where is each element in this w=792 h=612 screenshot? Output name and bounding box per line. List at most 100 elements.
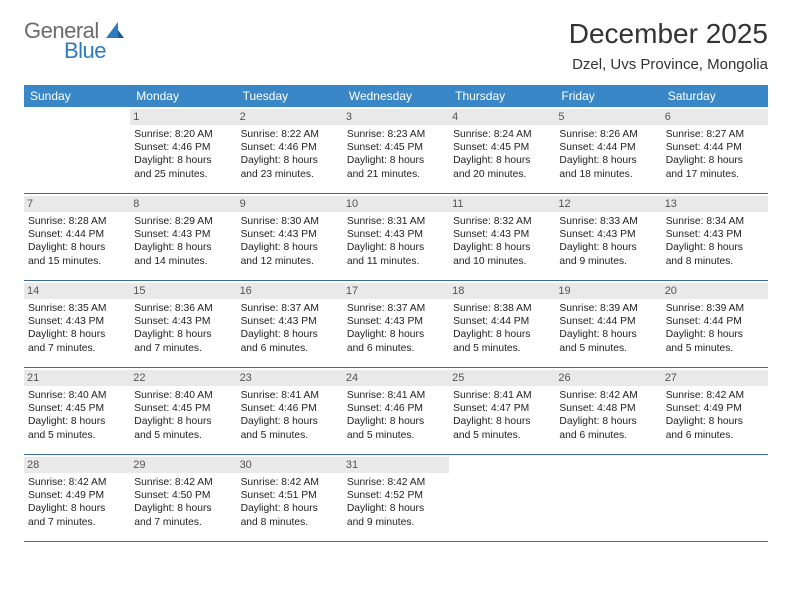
sunrise-line: Sunrise: 8:42 AM <box>347 476 445 489</box>
day-cell: 27Sunrise: 8:42 AMSunset: 4:49 PMDayligh… <box>662 368 768 454</box>
sunset-line: Sunset: 4:46 PM <box>134 141 232 154</box>
daylight-line: and 9 minutes. <box>347 516 445 529</box>
sunrise-line: Sunrise: 8:23 AM <box>347 128 445 141</box>
sunrise-line: Sunrise: 8:32 AM <box>453 215 551 228</box>
sunset-line: Sunset: 4:46 PM <box>241 402 339 415</box>
location-label: Dzel, Uvs Province, Mongolia <box>569 56 768 73</box>
sunset-line: Sunset: 4:51 PM <box>241 489 339 502</box>
day-cell: 3Sunrise: 8:23 AMSunset: 4:45 PMDaylight… <box>343 107 449 193</box>
sunset-line: Sunset: 4:46 PM <box>241 141 339 154</box>
day-number: 30 <box>237 457 343 473</box>
sunset-line: Sunset: 4:43 PM <box>453 228 551 241</box>
sunrise-line: Sunrise: 8:34 AM <box>666 215 764 228</box>
day-cell: 22Sunrise: 8:40 AMSunset: 4:45 PMDayligh… <box>130 368 236 454</box>
daylight-line: and 8 minutes. <box>666 255 764 268</box>
day-number: 1 <box>130 109 236 125</box>
daylight-line: Daylight: 8 hours <box>559 241 657 254</box>
logo: General Blue <box>24 18 134 64</box>
day-cell: 6Sunrise: 8:27 AMSunset: 4:44 PMDaylight… <box>662 107 768 193</box>
daylight-line: and 8 minutes. <box>241 516 339 529</box>
day-number: 31 <box>343 457 449 473</box>
daylight-line: and 18 minutes. <box>559 168 657 181</box>
day-number: 23 <box>237 370 343 386</box>
sunrise-line: Sunrise: 8:26 AM <box>559 128 657 141</box>
sunrise-line: Sunrise: 8:39 AM <box>559 302 657 315</box>
daylight-line: Daylight: 8 hours <box>241 154 339 167</box>
day-cell: 4Sunrise: 8:24 AMSunset: 4:45 PMDaylight… <box>449 107 555 193</box>
daylight-line: and 14 minutes. <box>134 255 232 268</box>
sunrise-line: Sunrise: 8:22 AM <box>241 128 339 141</box>
day-cell <box>662 455 768 541</box>
logo-text-blue: Blue <box>64 38 106 64</box>
day-cell: 14Sunrise: 8:35 AMSunset: 4:43 PMDayligh… <box>24 281 130 367</box>
daylight-line: and 20 minutes. <box>453 168 551 181</box>
daylight-line: Daylight: 8 hours <box>347 328 445 341</box>
daylight-line: and 5 minutes. <box>241 429 339 442</box>
day-cell: 1Sunrise: 8:20 AMSunset: 4:46 PMDaylight… <box>130 107 236 193</box>
sunset-line: Sunset: 4:49 PM <box>666 402 764 415</box>
day-number: 24 <box>343 370 449 386</box>
sunset-line: Sunset: 4:43 PM <box>241 315 339 328</box>
sunrise-line: Sunrise: 8:31 AM <box>347 215 445 228</box>
logo-sail-icon <box>104 20 126 47</box>
week-row: 7Sunrise: 8:28 AMSunset: 4:44 PMDaylight… <box>24 194 768 281</box>
sunrise-line: Sunrise: 8:42 AM <box>241 476 339 489</box>
day-number: 3 <box>343 109 449 125</box>
day-cell: 5Sunrise: 8:26 AMSunset: 4:44 PMDaylight… <box>555 107 661 193</box>
day-cell: 9Sunrise: 8:30 AMSunset: 4:43 PMDaylight… <box>237 194 343 280</box>
daylight-line: Daylight: 8 hours <box>347 241 445 254</box>
daylight-line: Daylight: 8 hours <box>241 502 339 515</box>
dow-thursday: Thursday <box>449 85 555 107</box>
daylight-line: Daylight: 8 hours <box>28 328 126 341</box>
day-cell: 7Sunrise: 8:28 AMSunset: 4:44 PMDaylight… <box>24 194 130 280</box>
sunset-line: Sunset: 4:45 PM <box>28 402 126 415</box>
daylight-line: Daylight: 8 hours <box>241 328 339 341</box>
sunrise-line: Sunrise: 8:37 AM <box>347 302 445 315</box>
sunrise-line: Sunrise: 8:38 AM <box>453 302 551 315</box>
sunrise-line: Sunrise: 8:24 AM <box>453 128 551 141</box>
day-cell: 8Sunrise: 8:29 AMSunset: 4:43 PMDaylight… <box>130 194 236 280</box>
day-number: 20 <box>662 283 768 299</box>
sunrise-line: Sunrise: 8:42 AM <box>134 476 232 489</box>
sunset-line: Sunset: 4:43 PM <box>134 315 232 328</box>
daylight-line: and 21 minutes. <box>347 168 445 181</box>
day-cell: 25Sunrise: 8:41 AMSunset: 4:47 PMDayligh… <box>449 368 555 454</box>
sunset-line: Sunset: 4:46 PM <box>347 402 445 415</box>
daylight-line: and 7 minutes. <box>134 342 232 355</box>
dow-monday: Monday <box>130 85 236 107</box>
day-number: 15 <box>130 283 236 299</box>
dow-sunday: Sunday <box>24 85 130 107</box>
daylight-line: and 15 minutes. <box>28 255 126 268</box>
sunrise-line: Sunrise: 8:41 AM <box>347 389 445 402</box>
day-cell: 23Sunrise: 8:41 AMSunset: 4:46 PMDayligh… <box>237 368 343 454</box>
page-title: December 2025 <box>569 18 768 50</box>
day-number: 29 <box>130 457 236 473</box>
sunset-line: Sunset: 4:48 PM <box>559 402 657 415</box>
header: General Blue December 2025 Dzel, Uvs Pro… <box>24 18 768 73</box>
daylight-line: Daylight: 8 hours <box>559 415 657 428</box>
sunset-line: Sunset: 4:43 PM <box>666 228 764 241</box>
daylight-line: Daylight: 8 hours <box>559 328 657 341</box>
daylight-line: and 6 minutes. <box>559 429 657 442</box>
daylight-line: Daylight: 8 hours <box>666 415 764 428</box>
daylight-line: and 7 minutes. <box>28 516 126 529</box>
sunrise-line: Sunrise: 8:20 AM <box>134 128 232 141</box>
sunrise-line: Sunrise: 8:42 AM <box>666 389 764 402</box>
daylight-line: and 6 minutes. <box>666 429 764 442</box>
daylight-line: Daylight: 8 hours <box>453 328 551 341</box>
calendar-page: General Blue December 2025 Dzel, Uvs Pro… <box>0 0 792 542</box>
daylight-line: and 5 minutes. <box>347 429 445 442</box>
daylight-line: Daylight: 8 hours <box>241 241 339 254</box>
daylight-line: Daylight: 8 hours <box>453 415 551 428</box>
day-number: 25 <box>449 370 555 386</box>
sunrise-line: Sunrise: 8:30 AM <box>241 215 339 228</box>
daylight-line: Daylight: 8 hours <box>134 502 232 515</box>
daylight-line: Daylight: 8 hours <box>241 415 339 428</box>
sunrise-line: Sunrise: 8:42 AM <box>28 476 126 489</box>
day-cell: 13Sunrise: 8:34 AMSunset: 4:43 PMDayligh… <box>662 194 768 280</box>
daylight-line: Daylight: 8 hours <box>453 241 551 254</box>
daylight-line: Daylight: 8 hours <box>666 241 764 254</box>
day-cell: 21Sunrise: 8:40 AMSunset: 4:45 PMDayligh… <box>24 368 130 454</box>
dow-wednesday: Wednesday <box>343 85 449 107</box>
sunset-line: Sunset: 4:45 PM <box>134 402 232 415</box>
